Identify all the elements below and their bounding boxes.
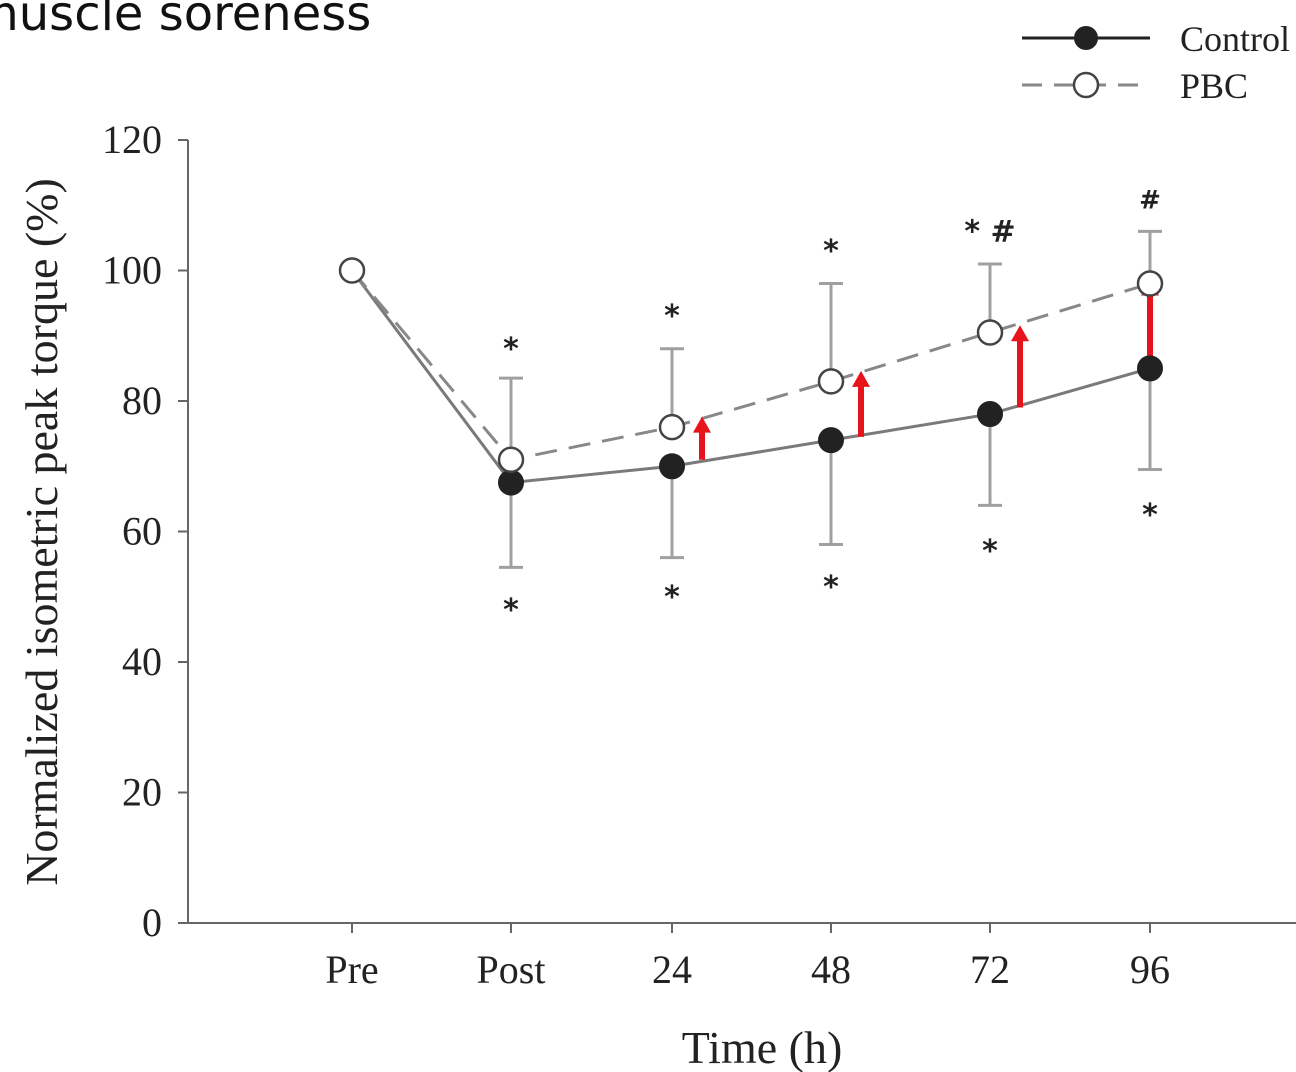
significance-marker: * # <box>964 214 1015 249</box>
x-tick-label: 24 <box>652 947 692 992</box>
data-point-pbc <box>1136 270 1164 297</box>
y-axis-title: Normalized isometric peak torque (%) <box>16 178 67 886</box>
legend-label-control: Control <box>1180 19 1290 59</box>
x-tick-label: 96 <box>1130 947 1170 992</box>
legend-label-pbc: PBC <box>1180 66 1248 106</box>
significance-marker: # <box>1139 186 1161 216</box>
improvement-arrowhead <box>852 370 870 387</box>
y-tick-label: 0 <box>142 900 162 945</box>
x-tick-label: 48 <box>811 947 851 992</box>
data-point-control <box>659 453 685 480</box>
legend: Control PBC <box>1022 19 1290 106</box>
significance-marker: * <box>503 593 519 628</box>
y-tick-label: 40 <box>122 639 162 684</box>
data-point-control <box>818 427 844 454</box>
series-line-control <box>350 269 1151 485</box>
significance-marker: * <box>823 234 839 269</box>
data-point-control <box>977 401 1003 428</box>
data-point-pbc <box>658 413 686 441</box>
data-point-pbc <box>497 446 525 473</box>
x-tick-label: Pre <box>325 947 378 992</box>
legend-marker-pbc <box>1072 71 1100 99</box>
chart-title: muscle soreness <box>0 0 372 42</box>
significance-marker: * <box>1142 498 1158 533</box>
data-point-pbc <box>338 257 366 284</box>
y-tick-label: 20 <box>122 770 162 815</box>
significance-marker: * <box>823 570 839 605</box>
data-point-pbc <box>817 368 845 395</box>
y-tick-label: 80 <box>122 378 162 423</box>
legend-marker-control <box>1074 26 1098 50</box>
significance-marker: * <box>664 299 680 334</box>
x-tick-label: Post <box>477 947 546 992</box>
significance-marker: * <box>982 534 998 569</box>
x-tick-label: 72 <box>970 947 1010 992</box>
data-point-control <box>1137 355 1163 382</box>
improvement-arrowhead <box>1011 325 1029 342</box>
improvement-arrowhead <box>693 416 711 433</box>
y-tick-label: 100 <box>102 248 162 293</box>
significance-marker: * <box>664 580 680 615</box>
data-point-pbc <box>976 319 1004 346</box>
significance-marker: * <box>503 332 519 367</box>
y-tick-label: 120 <box>102 117 162 162</box>
series-line-pbc <box>350 269 1151 462</box>
data-point-control <box>498 469 524 496</box>
y-tick-label: 60 <box>122 509 162 554</box>
x-axis-title: Time (h) <box>682 1022 843 1072</box>
